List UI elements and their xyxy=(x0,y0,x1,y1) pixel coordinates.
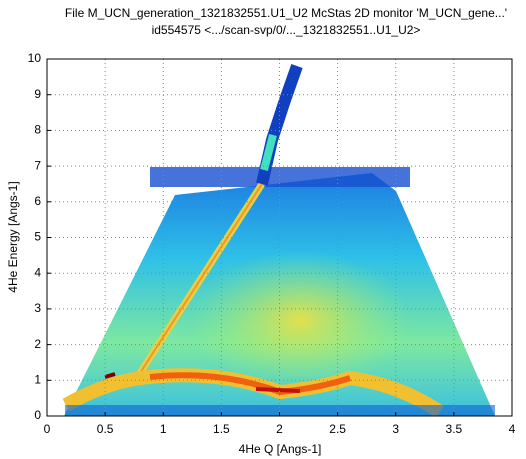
x-tick-label: 1 xyxy=(160,422,167,436)
x-tick-label: 1.5 xyxy=(213,422,230,436)
x-tick-label: 4 xyxy=(509,422,516,436)
y-axis-label: 4He Energy [Angs-1] xyxy=(6,181,20,292)
x-tick-label: 3.5 xyxy=(446,422,463,436)
heatmap-image xyxy=(62,64,495,416)
y-tick-label: 0 xyxy=(34,408,41,422)
plot-frame xyxy=(46,58,513,417)
x-tick-label: 3 xyxy=(392,422,399,436)
y-tick-label: 5 xyxy=(34,230,41,244)
x-tick-label: 0 xyxy=(44,422,51,436)
x-axis-label: 4He Q [Angs-1] xyxy=(239,442,322,456)
y-tick-label: 7 xyxy=(34,158,41,172)
y-tick-label: 10 xyxy=(28,51,42,65)
y-tick-label: 8 xyxy=(34,123,41,137)
chart-title: File M_UCN_generation_1321832551.U1_U2 M… xyxy=(65,6,507,20)
y-tick-label: 9 xyxy=(34,87,41,101)
y-tick-label: 2 xyxy=(34,337,41,351)
y-tick-label: 6 xyxy=(34,194,41,208)
y-tick-label: 1 xyxy=(34,372,41,386)
y-tick-label: 3 xyxy=(34,301,41,315)
y-tick-label: 4 xyxy=(34,265,41,279)
x-tick-label: 0.5 xyxy=(97,422,114,436)
chart-subtitle: id554575 <.../scan-svp/0/..._1321832551.… xyxy=(152,23,421,37)
x-tick-label: 2 xyxy=(276,422,283,436)
x-tick-label: 2.5 xyxy=(329,422,346,436)
